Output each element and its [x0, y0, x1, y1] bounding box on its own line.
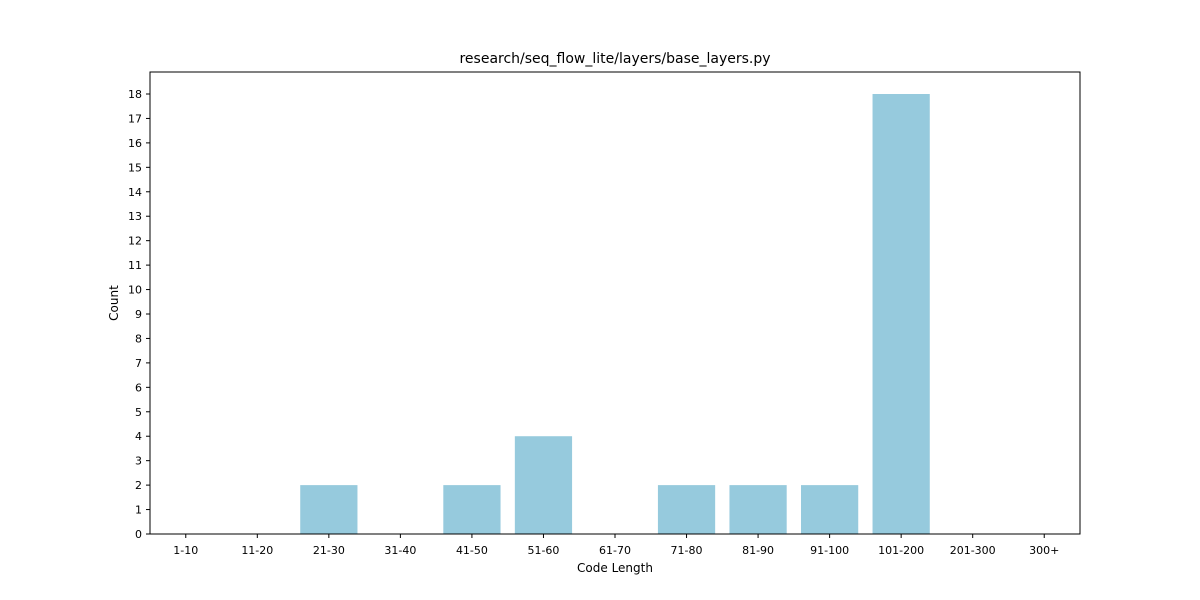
x-tick-label: 81-90 [742, 544, 774, 557]
x-tick-label: 101-200 [878, 544, 924, 557]
y-tick-label: 12 [128, 235, 142, 248]
y-tick-label: 7 [135, 357, 142, 370]
x-axis-label: Code Length [577, 561, 653, 575]
x-tick-label: 31-40 [384, 544, 416, 557]
x-axis: 1-10 11-20 21-30 31-40 41-50 51-60 61-70 71-80 8… [173, 534, 1059, 557]
bar-71-80 [657, 485, 716, 534]
chart-title: research/seq_flow_lite/layers/base_layer… [459, 51, 770, 67]
y-tick-label: 14 [128, 186, 142, 199]
y-tick-label: 13 [128, 210, 142, 223]
bar-51-60 [514, 436, 573, 534]
y-tick-label: 17 [128, 112, 142, 125]
bar-81-90 [729, 485, 787, 534]
bar-91-100 [801, 485, 859, 534]
y-tick-label: 5 [135, 406, 142, 419]
x-tick-label: 41-50 [456, 544, 488, 557]
x-tick-label: 91-100 [810, 544, 849, 557]
bars-group [300, 94, 930, 534]
y-tick-label: 18 [128, 88, 142, 101]
bar-41-50 [443, 485, 501, 534]
y-tick-label: 15 [128, 161, 142, 174]
x-tick-label: 11-20 [241, 544, 273, 557]
y-tick-label: 2 [135, 479, 142, 492]
x-tick-label: 71-80 [671, 544, 703, 557]
x-tick-label: 1-10 [173, 544, 198, 557]
y-tick-label: 9 [135, 308, 142, 321]
y-tick-label: 0 [135, 528, 142, 541]
x-tick-label: 300+ [1029, 544, 1059, 557]
x-tick-label: 51-60 [527, 544, 559, 557]
x-tick-label: 21-30 [313, 544, 345, 557]
plot-frame [149, 71, 1081, 535]
y-axis-label: Count [107, 285, 121, 321]
y-tick-label: 16 [128, 137, 142, 150]
x-tick-label: 201-300 [950, 544, 996, 557]
bar-101-200 [872, 94, 930, 534]
y-tick-label: 3 [135, 455, 142, 468]
bar-21-30 [300, 485, 358, 534]
y-tick-label: 10 [128, 284, 142, 297]
y-tick-label: 6 [135, 381, 142, 394]
x-tick-label: 61-70 [599, 544, 631, 557]
y-tick-label: 1 [135, 504, 142, 517]
y-tick-label: 4 [135, 430, 142, 443]
y-tick-label: 11 [128, 259, 142, 272]
y-tick-label: 8 [135, 332, 142, 345]
